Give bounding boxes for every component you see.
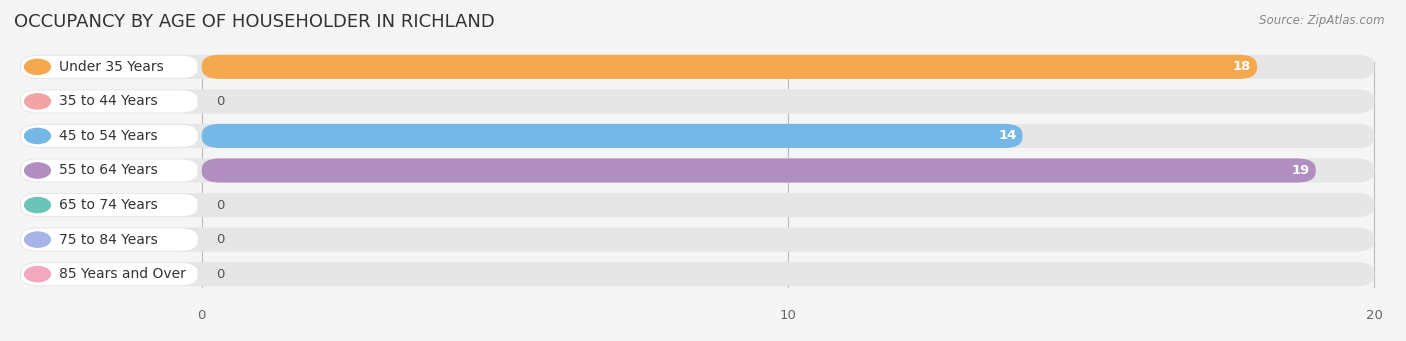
FancyBboxPatch shape	[20, 193, 1374, 217]
Text: 75 to 84 Years: 75 to 84 Years	[59, 233, 157, 247]
FancyBboxPatch shape	[21, 263, 198, 285]
Text: 0: 0	[217, 198, 225, 211]
Circle shape	[25, 197, 51, 213]
FancyBboxPatch shape	[201, 124, 1022, 148]
Text: OCCUPANCY BY AGE OF HOUSEHOLDER IN RICHLAND: OCCUPANCY BY AGE OF HOUSEHOLDER IN RICHL…	[14, 13, 495, 31]
Text: 65 to 74 Years: 65 to 74 Years	[59, 198, 157, 212]
FancyBboxPatch shape	[21, 160, 198, 181]
Text: 85 Years and Over: 85 Years and Over	[59, 267, 186, 281]
Circle shape	[25, 94, 51, 109]
Circle shape	[25, 163, 51, 178]
Text: 35 to 44 Years: 35 to 44 Years	[59, 94, 157, 108]
FancyBboxPatch shape	[20, 262, 1374, 286]
Circle shape	[25, 232, 51, 247]
Circle shape	[25, 128, 51, 144]
FancyBboxPatch shape	[20, 124, 1374, 148]
FancyBboxPatch shape	[20, 55, 1374, 79]
Text: 0: 0	[217, 95, 225, 108]
FancyBboxPatch shape	[21, 90, 198, 113]
FancyBboxPatch shape	[20, 227, 1374, 252]
Text: 14: 14	[998, 130, 1017, 143]
Text: 18: 18	[1233, 60, 1251, 73]
Text: 45 to 54 Years: 45 to 54 Years	[59, 129, 157, 143]
Text: 19: 19	[1292, 164, 1310, 177]
FancyBboxPatch shape	[20, 89, 1374, 114]
Text: 0: 0	[217, 233, 225, 246]
Text: Under 35 Years: Under 35 Years	[59, 60, 165, 74]
FancyBboxPatch shape	[21, 228, 198, 251]
FancyBboxPatch shape	[201, 55, 1257, 79]
Text: 0: 0	[217, 268, 225, 281]
Circle shape	[25, 267, 51, 282]
Circle shape	[25, 59, 51, 74]
FancyBboxPatch shape	[21, 125, 198, 147]
FancyBboxPatch shape	[21, 56, 198, 78]
FancyBboxPatch shape	[201, 159, 1316, 182]
FancyBboxPatch shape	[21, 194, 198, 216]
FancyBboxPatch shape	[20, 159, 1374, 182]
Text: Source: ZipAtlas.com: Source: ZipAtlas.com	[1260, 14, 1385, 27]
Text: 55 to 64 Years: 55 to 64 Years	[59, 163, 157, 178]
